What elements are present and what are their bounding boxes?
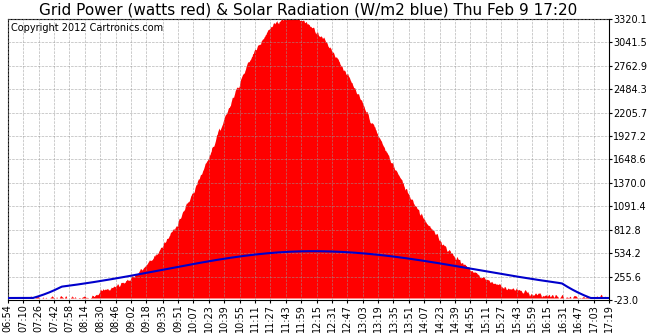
Text: Copyright 2012 Cartronics.com: Copyright 2012 Cartronics.com: [11, 23, 163, 33]
Title: Grid Power (watts red) & Solar Radiation (W/m2 blue) Thu Feb 9 17:20: Grid Power (watts red) & Solar Radiation…: [39, 3, 577, 18]
